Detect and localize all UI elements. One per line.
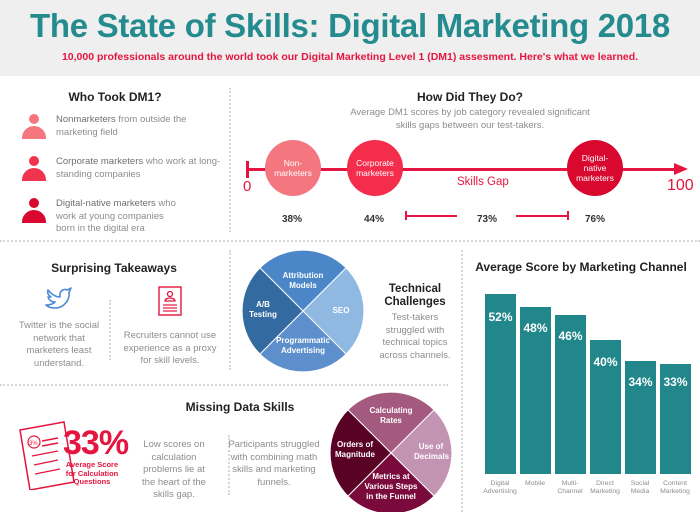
axis-min-label: 0 [243, 178, 252, 195]
bar-value: 46% [558, 329, 583, 343]
gap-bracket-line [405, 215, 457, 217]
pie-segment-label: SEO [332, 306, 350, 315]
group-circle-nonmarketers: Non- marketers [265, 140, 321, 196]
pie-segment-label: Calculating Rates [369, 406, 413, 425]
person-icon [22, 114, 46, 140]
participant-type-item: Digital-native marketers who work at you… [22, 198, 222, 236]
divider [229, 88, 231, 232]
technical-challenges-section: Attribution Models SEO Programmatic Adve… [230, 246, 460, 381]
score-value: 44% [364, 214, 385, 225]
section-title: Who Took DM1? [68, 90, 162, 104]
chart-bar: 33% [659, 363, 692, 475]
gap-value: 73% [477, 214, 498, 225]
chart-bar: 34% [624, 360, 657, 475]
how-did-they-do-section: How Did They Do? Average DM1 scores by j… [230, 80, 700, 240]
group-circle-digital-native: Digital- native marketers [567, 140, 623, 196]
gap-bracket-end [567, 211, 569, 220]
technical-topics-pie: Attribution Models SEO Programmatic Adve… [241, 249, 365, 373]
bar-value: 52% [488, 310, 513, 324]
takeaway-text: Recruiters cannot use experience as a pr… [123, 330, 217, 366]
who-took-section: Who Took DM1? Nonmarketers from outside … [0, 80, 228, 240]
skills-gap-label: Skills Gap [457, 176, 509, 188]
takeaways-section: Surprising Takeaways Twitter is the soci… [0, 246, 228, 376]
divider [461, 250, 463, 512]
section-description: Low scores on calculation problems lie a… [142, 439, 206, 500]
calculation-score-caption: Average Score for Calculation Questions [65, 460, 119, 486]
axis-max-label: 100 [667, 177, 694, 194]
score-axis-line [247, 168, 677, 171]
chart-bar: 40% [589, 339, 622, 475]
missing-data-skills-section: Missing Data Skills 3% 33% Average Score… [0, 386, 460, 512]
bar-category-label: Content Marketing [660, 480, 690, 495]
bar-value: 40% [593, 355, 618, 369]
divider [0, 240, 700, 242]
data-skills-pie: Calculating Rates Use of Decimals Metric… [329, 391, 453, 512]
chart-bar: 46% [554, 314, 587, 475]
divider [109, 300, 111, 360]
bar-value: 34% [628, 375, 653, 389]
arrow-right-icon [674, 163, 688, 175]
pie-segment-label: Use of Decimals [414, 442, 450, 461]
section-description: Average DM1 scores by job category revea… [350, 107, 590, 131]
bar-category-label: Direct Marketing [590, 480, 620, 495]
calculation-score-value: 33% [63, 424, 129, 462]
channel-score-chart: Average Score by Marketing Channel 52% 4… [462, 246, 700, 512]
score-value: 76% [585, 214, 606, 225]
chart-bar: 52% [484, 293, 517, 475]
pie-segment-label: A/B Testing [249, 300, 277, 319]
section-description: Participants struggled with combining ma… [228, 439, 320, 488]
pie-segment-label: Programmatic Advertising [276, 336, 330, 355]
score-value: 38% [282, 214, 303, 225]
participant-type-item: Corporate marketers who work at long-sta… [22, 156, 222, 182]
person-icon [22, 198, 46, 224]
svg-text:3%: 3% [29, 441, 38, 447]
test-paper-icon: 3% [19, 421, 75, 490]
bar-value: 33% [663, 375, 688, 389]
divider [0, 384, 448, 386]
pie-segment-label: Metrics at Various Steps in the Funnel [364, 472, 418, 501]
header-banner: The State of Skills: Digital Marketing 2… [0, 0, 700, 76]
page-title: The State of Skills: Digital Marketing 2… [30, 7, 670, 44]
takeaway-item: Twitter is the social network that marke… [14, 286, 104, 370]
resume-icon [158, 286, 182, 316]
section-title: Missing Data Skills [185, 400, 295, 414]
group-circle-corporate: Corporate marketers [347, 140, 403, 196]
page-subtitle: 10,000 professionals around the world to… [61, 51, 639, 63]
pie-segment-label: Orders of Magnitude [335, 440, 375, 459]
bar-value: 48% [523, 321, 548, 335]
participant-type-item: Nonmarketers from outside the marketing … [22, 114, 222, 140]
section-title: How Did They Do? [417, 90, 523, 104]
twitter-bird-icon [45, 287, 72, 309]
takeaway-item: Recruiters cannot use experience as a pr… [120, 286, 220, 368]
chart-title: Average Score by Marketing Channel [475, 260, 687, 274]
divider [229, 250, 231, 370]
bar-category-label: Digital Advertising [483, 480, 517, 495]
bar-category-label: Multi-Channel [557, 480, 583, 495]
section-title: Surprising Takeaways [51, 261, 177, 275]
takeaway-text: Twitter is the social network that marke… [18, 320, 100, 369]
person-icon [22, 156, 46, 182]
chart-bar: 48% [519, 306, 552, 475]
bar-category-label: Mobile [524, 480, 546, 487]
section-title: Technical Challenges [384, 283, 446, 308]
gap-bracket-line [516, 215, 568, 217]
divider [228, 435, 230, 495]
bar-category-label: Social Media [630, 480, 650, 495]
pie-segment-label: Attribution Models [282, 271, 324, 290]
section-description: Test-takers struggled with technical top… [379, 312, 451, 361]
